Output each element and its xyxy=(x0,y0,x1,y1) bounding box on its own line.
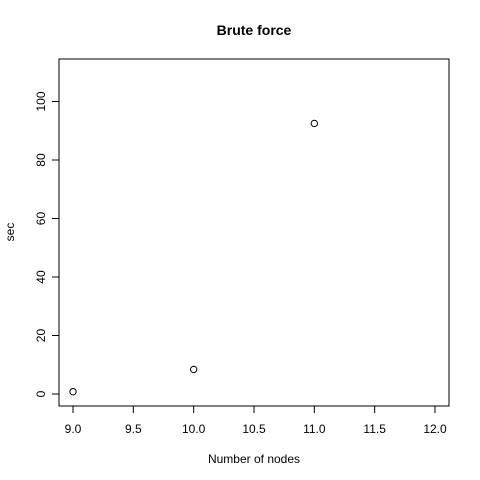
x-axis: 9.0 9.5 10.0 10.5 11.0 11.5 12.0 xyxy=(65,406,447,436)
chart-title: Brute force xyxy=(217,22,292,38)
x-tick-label: 10.5 xyxy=(242,422,266,436)
x-axis-title: Number of nodes xyxy=(208,452,300,466)
x-tick-label: 10.0 xyxy=(182,422,206,436)
x-tick-label: 12.0 xyxy=(423,422,447,436)
x-tick-label: 11.5 xyxy=(363,422,386,436)
x-tick-label: 9.5 xyxy=(125,422,142,436)
data-point xyxy=(190,366,196,372)
y-tick-label: 40 xyxy=(34,270,48,284)
data-points xyxy=(70,120,318,395)
x-tick-label: 11.0 xyxy=(303,422,326,436)
x-tick-label: 9.0 xyxy=(65,422,82,436)
y-tick-label: 60 xyxy=(34,212,48,226)
data-point xyxy=(70,388,76,394)
y-tick-label: 20 xyxy=(34,329,48,343)
y-tick-label: 100 xyxy=(34,91,48,111)
y-axis-title: sec xyxy=(3,223,17,242)
y-tick-label: 0 xyxy=(34,390,48,397)
y-axis: 0 20 40 60 80 100 xyxy=(34,91,59,397)
y-tick-label: 80 xyxy=(34,153,48,167)
plot-frame xyxy=(59,59,449,406)
data-point xyxy=(311,120,317,126)
